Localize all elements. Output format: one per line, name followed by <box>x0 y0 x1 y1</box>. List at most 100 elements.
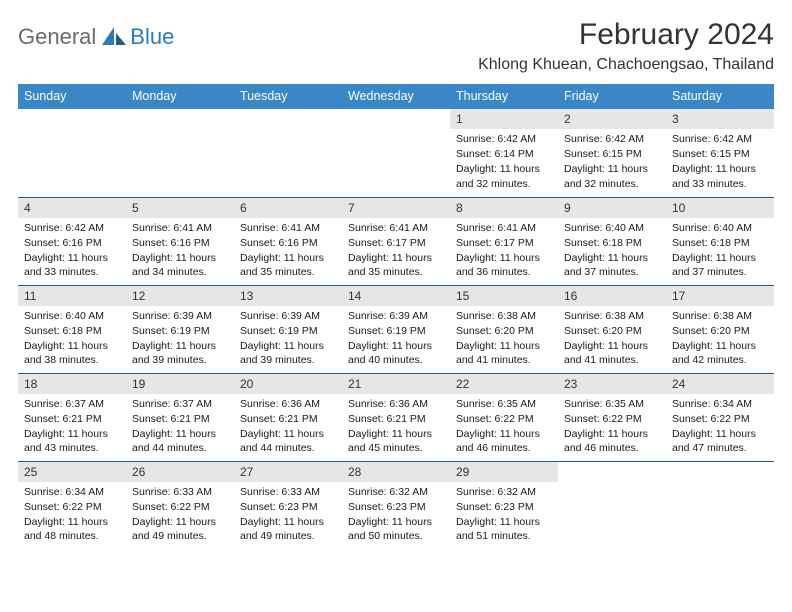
sunset-line: Sunset: 6:18 PM <box>672 236 768 250</box>
day-details: Sunrise: 6:34 AMSunset: 6:22 PMDaylight:… <box>666 394 774 461</box>
day-details: Sunrise: 6:41 AMSunset: 6:16 PMDaylight:… <box>126 218 234 285</box>
daylight-line: Daylight: 11 hours and 35 minutes. <box>240 251 336 279</box>
sunset-line: Sunset: 6:23 PM <box>456 500 552 514</box>
day-details: Sunrise: 6:38 AMSunset: 6:20 PMDaylight:… <box>666 306 774 373</box>
calendar-cell: 23Sunrise: 6:35 AMSunset: 6:22 PMDayligh… <box>558 373 666 461</box>
day-number: 19 <box>126 374 234 394</box>
calendar-cell: 29Sunrise: 6:32 AMSunset: 6:23 PMDayligh… <box>450 461 558 549</box>
sunrise-line: Sunrise: 6:32 AM <box>456 485 552 499</box>
calendar-cell: 27Sunrise: 6:33 AMSunset: 6:23 PMDayligh… <box>234 461 342 549</box>
sunset-line: Sunset: 6:20 PM <box>456 324 552 338</box>
day-details: Sunrise: 6:37 AMSunset: 6:21 PMDaylight:… <box>18 394 126 461</box>
daylight-line: Daylight: 11 hours and 44 minutes. <box>132 427 228 455</box>
daylight-line: Daylight: 11 hours and 36 minutes. <box>456 251 552 279</box>
sunset-line: Sunset: 6:20 PM <box>672 324 768 338</box>
day-number: 25 <box>18 462 126 482</box>
day-details: Sunrise: 6:33 AMSunset: 6:22 PMDaylight:… <box>126 482 234 549</box>
day-details: Sunrise: 6:41 AMSunset: 6:17 PMDaylight:… <box>342 218 450 285</box>
calendar-cell <box>18 109 126 197</box>
daylight-line: Daylight: 11 hours and 43 minutes. <box>24 427 120 455</box>
daylight-line: Daylight: 11 hours and 38 minutes. <box>24 339 120 367</box>
day-details: Sunrise: 6:40 AMSunset: 6:18 PMDaylight:… <box>18 306 126 373</box>
sunset-line: Sunset: 6:18 PM <box>564 236 660 250</box>
sunrise-line: Sunrise: 6:40 AM <box>24 309 120 323</box>
sunrise-line: Sunrise: 6:38 AM <box>672 309 768 323</box>
daylight-line: Daylight: 11 hours and 41 minutes. <box>456 339 552 367</box>
logo-sail-icon <box>102 27 128 47</box>
daylight-line: Daylight: 11 hours and 37 minutes. <box>564 251 660 279</box>
calendar-cell <box>126 109 234 197</box>
day-number: 20 <box>234 374 342 394</box>
sunrise-line: Sunrise: 6:33 AM <box>240 485 336 499</box>
calendar-cell: 13Sunrise: 6:39 AMSunset: 6:19 PMDayligh… <box>234 285 342 373</box>
weekday-header-row: SundayMondayTuesdayWednesdayThursdayFrid… <box>18 84 774 109</box>
sunrise-line: Sunrise: 6:34 AM <box>672 397 768 411</box>
day-number: 5 <box>126 198 234 218</box>
sunrise-line: Sunrise: 6:33 AM <box>132 485 228 499</box>
day-details: Sunrise: 6:33 AMSunset: 6:23 PMDaylight:… <box>234 482 342 549</box>
sunset-line: Sunset: 6:22 PM <box>456 412 552 426</box>
title-block: February 2024 Khlong Khuean, Chachoengsa… <box>478 18 774 74</box>
sunrise-line: Sunrise: 6:39 AM <box>348 309 444 323</box>
sunset-line: Sunset: 6:19 PM <box>240 324 336 338</box>
sunset-line: Sunset: 6:21 PM <box>240 412 336 426</box>
day-details: Sunrise: 6:38 AMSunset: 6:20 PMDaylight:… <box>558 306 666 373</box>
day-details: Sunrise: 6:32 AMSunset: 6:23 PMDaylight:… <box>450 482 558 549</box>
daylight-line: Daylight: 11 hours and 46 minutes. <box>564 427 660 455</box>
sunset-line: Sunset: 6:22 PM <box>24 500 120 514</box>
day-number: 23 <box>558 374 666 394</box>
daylight-line: Daylight: 11 hours and 51 minutes. <box>456 515 552 543</box>
sunset-line: Sunset: 6:16 PM <box>24 236 120 250</box>
day-number: 29 <box>450 462 558 482</box>
day-details: Sunrise: 6:40 AMSunset: 6:18 PMDaylight:… <box>558 218 666 285</box>
day-number: 4 <box>18 198 126 218</box>
header: General Blue February 2024 Khlong Khuean… <box>18 18 774 74</box>
day-number: 27 <box>234 462 342 482</box>
calendar-cell: 17Sunrise: 6:38 AMSunset: 6:20 PMDayligh… <box>666 285 774 373</box>
day-details: Sunrise: 6:42 AMSunset: 6:15 PMDaylight:… <box>666 129 774 196</box>
daylight-line: Daylight: 11 hours and 33 minutes. <box>672 162 768 190</box>
day-details: Sunrise: 6:41 AMSunset: 6:16 PMDaylight:… <box>234 218 342 285</box>
sunrise-line: Sunrise: 6:41 AM <box>348 221 444 235</box>
calendar-cell <box>234 109 342 197</box>
sunrise-line: Sunrise: 6:42 AM <box>24 221 120 235</box>
daylight-line: Daylight: 11 hours and 39 minutes. <box>240 339 336 367</box>
calendar-week-row: 1Sunrise: 6:42 AMSunset: 6:14 PMDaylight… <box>18 109 774 197</box>
sunrise-line: Sunrise: 6:41 AM <box>132 221 228 235</box>
daylight-line: Daylight: 11 hours and 33 minutes. <box>24 251 120 279</box>
sunrise-line: Sunrise: 6:36 AM <box>348 397 444 411</box>
day-number: 8 <box>450 198 558 218</box>
day-details: Sunrise: 6:42 AMSunset: 6:16 PMDaylight:… <box>18 218 126 285</box>
calendar-cell: 3Sunrise: 6:42 AMSunset: 6:15 PMDaylight… <box>666 109 774 197</box>
calendar-week-row: 4Sunrise: 6:42 AMSunset: 6:16 PMDaylight… <box>18 197 774 285</box>
day-details: Sunrise: 6:40 AMSunset: 6:18 PMDaylight:… <box>666 218 774 285</box>
day-details: Sunrise: 6:36 AMSunset: 6:21 PMDaylight:… <box>342 394 450 461</box>
day-details: Sunrise: 6:39 AMSunset: 6:19 PMDaylight:… <box>342 306 450 373</box>
day-number: 12 <box>126 286 234 306</box>
day-details: Sunrise: 6:39 AMSunset: 6:19 PMDaylight:… <box>234 306 342 373</box>
day-number: 15 <box>450 286 558 306</box>
daylight-line: Daylight: 11 hours and 41 minutes. <box>564 339 660 367</box>
sunrise-line: Sunrise: 6:41 AM <box>456 221 552 235</box>
day-number: 11 <box>18 286 126 306</box>
day-number: 17 <box>666 286 774 306</box>
calendar-cell: 6Sunrise: 6:41 AMSunset: 6:16 PMDaylight… <box>234 197 342 285</box>
sunrise-line: Sunrise: 6:39 AM <box>240 309 336 323</box>
calendar-page: General Blue February 2024 Khlong Khuean… <box>0 0 792 549</box>
sunrise-line: Sunrise: 6:38 AM <box>456 309 552 323</box>
day-details: Sunrise: 6:42 AMSunset: 6:14 PMDaylight:… <box>450 129 558 196</box>
sunset-line: Sunset: 6:21 PM <box>132 412 228 426</box>
sunrise-line: Sunrise: 6:37 AM <box>24 397 120 411</box>
weekday-header: Sunday <box>18 84 126 109</box>
sunrise-line: Sunrise: 6:39 AM <box>132 309 228 323</box>
sunset-line: Sunset: 6:21 PM <box>24 412 120 426</box>
sunset-line: Sunset: 6:17 PM <box>348 236 444 250</box>
sunrise-line: Sunrise: 6:42 AM <box>564 132 660 146</box>
sunset-line: Sunset: 6:21 PM <box>348 412 444 426</box>
sunset-line: Sunset: 6:20 PM <box>564 324 660 338</box>
calendar-cell: 4Sunrise: 6:42 AMSunset: 6:16 PMDaylight… <box>18 197 126 285</box>
daylight-line: Daylight: 11 hours and 32 minutes. <box>564 162 660 190</box>
day-details: Sunrise: 6:35 AMSunset: 6:22 PMDaylight:… <box>450 394 558 461</box>
calendar-cell: 28Sunrise: 6:32 AMSunset: 6:23 PMDayligh… <box>342 461 450 549</box>
sunrise-line: Sunrise: 6:36 AM <box>240 397 336 411</box>
